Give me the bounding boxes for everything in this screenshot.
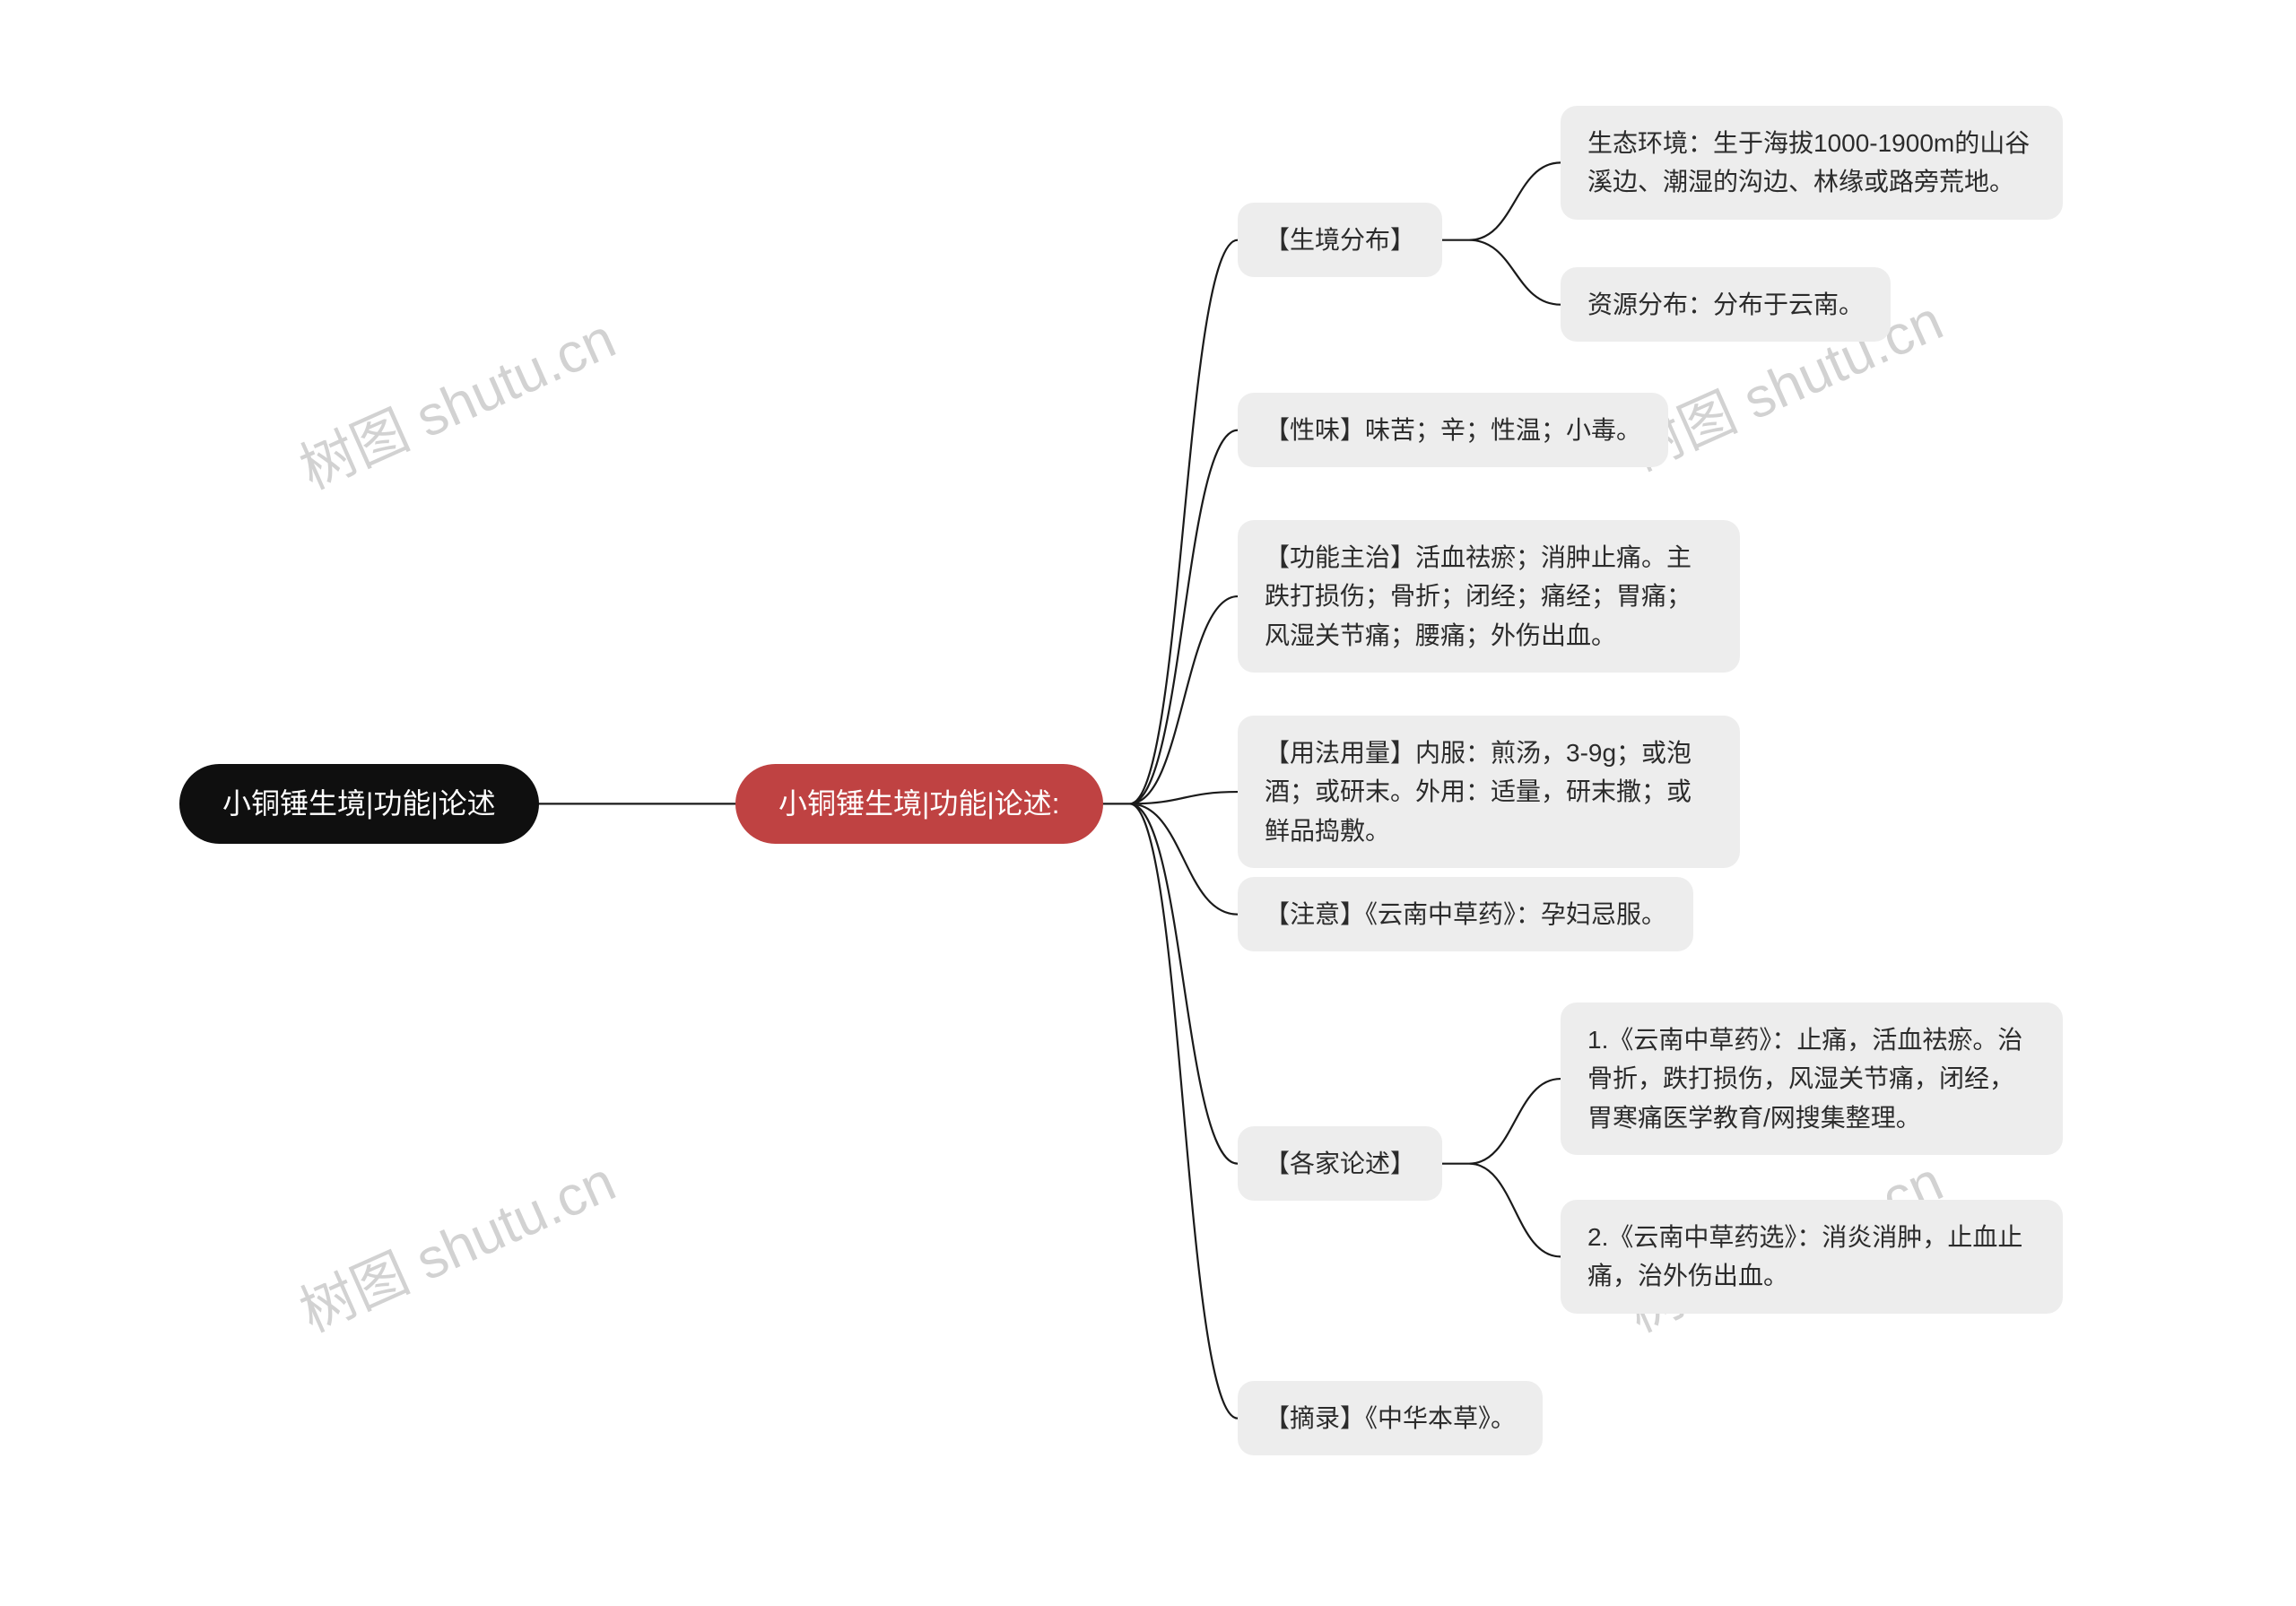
- watermark: 树图 shutu.cn: [285, 1137, 626, 1348]
- leaf-ecology[interactable]: 生态环境：生于海拔1000-1900m的山谷溪边、潮湿的沟边、林缘或路旁荒地。: [1561, 106, 2063, 220]
- watermark: 树图 shutu.cn: [285, 294, 626, 505]
- sub-label: 小铜锤生境|功能|论述:: [778, 784, 1060, 824]
- root-label: 小铜锤生境|功能|论述: [222, 784, 496, 824]
- branch-label: 【性味】味苦；辛；性温；小毒。: [1265, 416, 1641, 444]
- sub-node[interactable]: 小铜锤生境|功能|论述:: [735, 764, 1103, 844]
- branch-label: 【摘录】《中华本草》。: [1265, 1404, 1516, 1432]
- branch-excerpt[interactable]: 【摘录】《中华本草》。: [1238, 1381, 1543, 1455]
- branch-label: 【功能主治】活血祛瘀；消肿止痛。主跌打损伤；骨折；闭经；痛经；胃痛；风湿关节痛；…: [1265, 543, 1692, 649]
- branch-flavor[interactable]: 【性味】味苦；辛；性温；小毒。: [1238, 393, 1668, 467]
- leaf-resource[interactable]: 资源分布：分布于云南。: [1561, 267, 1891, 342]
- branch-habitat[interactable]: 【生境分布】: [1238, 203, 1442, 277]
- leaf-label: 资源分布：分布于云南。: [1587, 291, 1864, 318]
- branch-label: 【用法用量】内服：煎汤，3-9g；或泡酒；或研末。外用：适量，研末撒；或鲜品捣敷…: [1265, 739, 1692, 845]
- leaf-label: 生态环境：生于海拔1000-1900m的山谷溪边、潮湿的沟边、林缘或路旁荒地。: [1587, 129, 2030, 195]
- branch-label: 【注意】《云南中草药》：孕妇忌服。: [1265, 900, 1666, 928]
- mindmap-canvas: 树图 shutu.cn 树图 shutu.cn 树图 shutu.cn 树图 s…: [0, 0, 2296, 1606]
- leaf-label: 1.《云南中草药》：止痛，活血祛瘀。治骨折，跌打损伤，风湿关节痛，闭经，胃寒痛医…: [1587, 1026, 2022, 1132]
- branch-caution[interactable]: 【注意】《云南中草药》：孕妇忌服。: [1238, 877, 1693, 951]
- branch-dosage[interactable]: 【用法用量】内服：煎汤，3-9g；或泡酒；或研末。外用：适量，研末撒；或鲜品捣敷…: [1238, 716, 1740, 868]
- branch-label: 【生境分布】: [1265, 226, 1415, 254]
- branch-label: 【各家论述】: [1265, 1150, 1415, 1177]
- root-node[interactable]: 小铜锤生境|功能|论述: [179, 764, 539, 844]
- leaf-discourse-2[interactable]: 2.《云南中草药选》：消炎消肿，止血止痛，治外伤出血。: [1561, 1200, 2063, 1314]
- branch-discourse[interactable]: 【各家论述】: [1238, 1126, 1442, 1201]
- branch-function[interactable]: 【功能主治】活血祛瘀；消肿止痛。主跌打损伤；骨折；闭经；痛经；胃痛；风湿关节痛；…: [1238, 520, 1740, 673]
- leaf-discourse-1[interactable]: 1.《云南中草药》：止痛，活血祛瘀。治骨折，跌打损伤，风湿关节痛，闭经，胃寒痛医…: [1561, 1003, 2063, 1155]
- leaf-label: 2.《云南中草药选》：消炎消肿，止血止痛，治外伤出血。: [1587, 1223, 2022, 1289]
